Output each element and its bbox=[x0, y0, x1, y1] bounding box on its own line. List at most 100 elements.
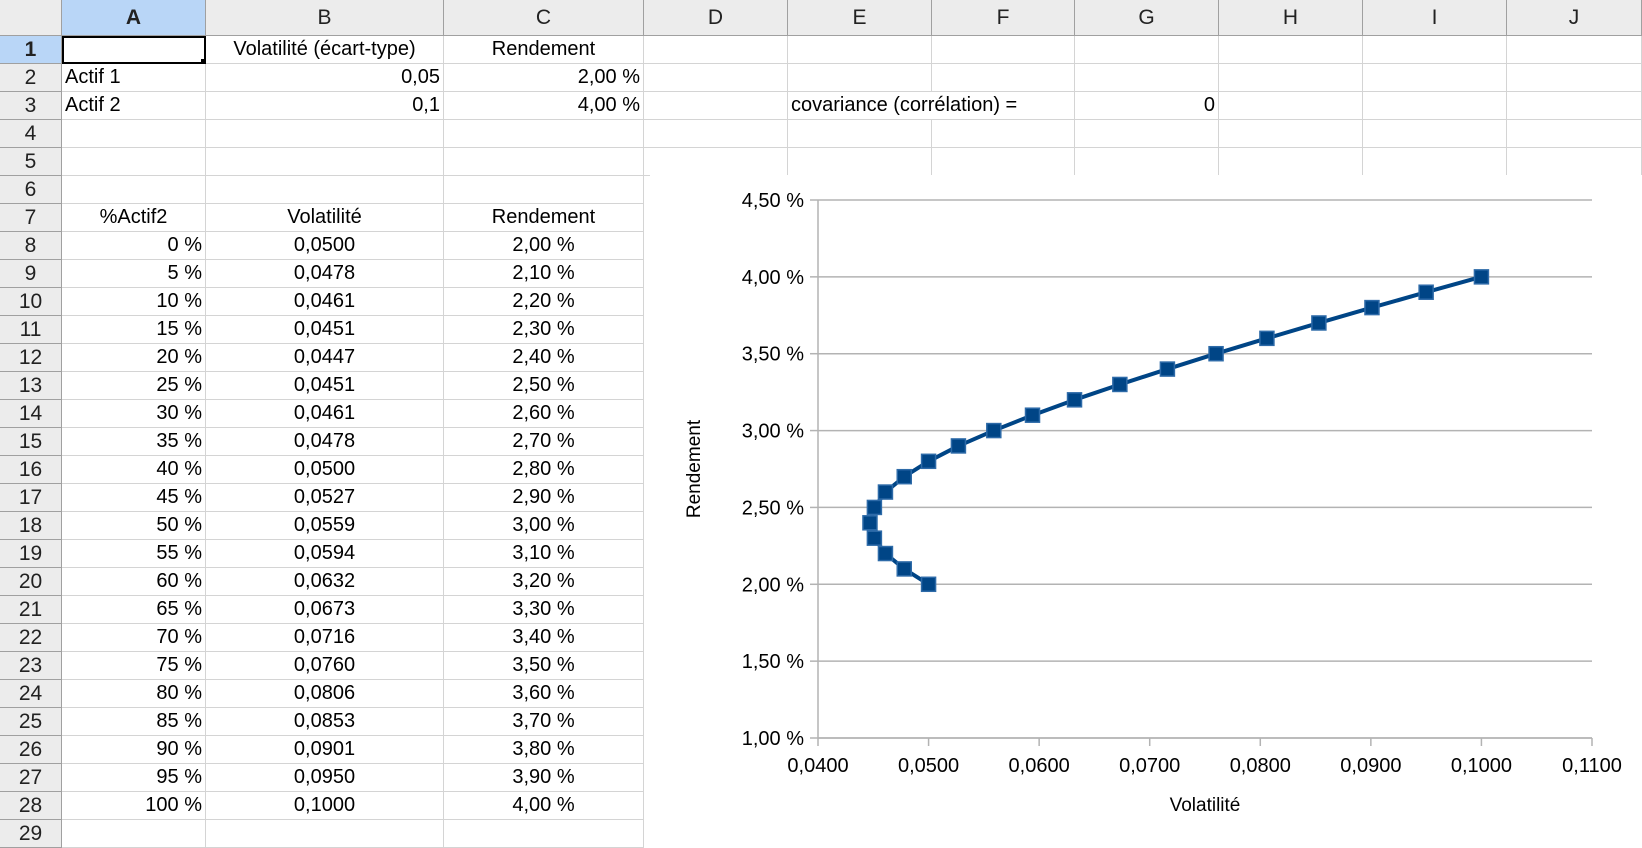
column-header-f[interactable]: F bbox=[932, 0, 1075, 36]
row-header-17[interactable]: 17 bbox=[0, 484, 62, 512]
cell[interactable] bbox=[932, 64, 1075, 92]
row-header-12[interactable]: 12 bbox=[0, 344, 62, 372]
cell[interactable] bbox=[1075, 120, 1219, 148]
portfolio-volatility[interactable]: 0,0673 bbox=[206, 596, 444, 624]
header-weight-asset2[interactable]: %Actif2 bbox=[62, 204, 206, 232]
portfolio-return[interactable]: 2,60 % bbox=[444, 400, 644, 428]
portfolio-volatility[interactable]: 0,0559 bbox=[206, 512, 444, 540]
cell[interactable] bbox=[62, 148, 206, 176]
portfolio-volatility[interactable]: 0,0632 bbox=[206, 568, 444, 596]
portfolio-volatility[interactable]: 0,0527 bbox=[206, 484, 444, 512]
cell[interactable] bbox=[1363, 148, 1507, 176]
portfolio-return[interactable]: 3,80 % bbox=[444, 736, 644, 764]
asset-name[interactable]: Actif 1 bbox=[62, 64, 206, 92]
portfolio-return[interactable]: 2,30 % bbox=[444, 316, 644, 344]
covariance-label[interactable]: covariance (corrélation) = bbox=[788, 92, 1075, 120]
cell[interactable] bbox=[444, 120, 644, 148]
row-header-28[interactable]: 28 bbox=[0, 792, 62, 820]
portfolio-volatility[interactable]: 0,0594 bbox=[206, 540, 444, 568]
row-header-15[interactable]: 15 bbox=[0, 428, 62, 456]
cell[interactable] bbox=[1075, 148, 1219, 176]
row-header-1[interactable]: 1 bbox=[0, 36, 62, 64]
asset-return[interactable]: 2,00 % bbox=[444, 64, 644, 92]
column-header-g[interactable]: G bbox=[1075, 0, 1219, 36]
column-header-a[interactable]: A bbox=[62, 0, 206, 36]
asset-volatility[interactable]: 0,05 bbox=[206, 64, 444, 92]
portfolio-weight[interactable]: 65 % bbox=[62, 596, 206, 624]
row-header-5[interactable]: 5 bbox=[0, 148, 62, 176]
cell[interactable] bbox=[644, 36, 788, 64]
row-header-14[interactable]: 14 bbox=[0, 400, 62, 428]
header-portfolio-volatility[interactable]: Volatilité bbox=[206, 204, 444, 232]
portfolio-weight[interactable]: 0 % bbox=[62, 232, 206, 260]
portfolio-volatility[interactable]: 0,0500 bbox=[206, 232, 444, 260]
cell[interactable] bbox=[206, 148, 444, 176]
cell[interactable] bbox=[1075, 64, 1219, 92]
chart[interactable]: 1,00 % 1,50 % 2,00 % 2,50 % 3,00 % 3,50 % 4,00… bbox=[650, 175, 1642, 834]
portfolio-return[interactable]: 3,70 % bbox=[444, 708, 644, 736]
cell[interactable] bbox=[62, 820, 206, 848]
portfolio-volatility[interactable]: 0,0451 bbox=[206, 316, 444, 344]
portfolio-return[interactable]: 2,50 % bbox=[444, 372, 644, 400]
portfolio-return[interactable]: 3,50 % bbox=[444, 652, 644, 680]
covariance-value[interactable]: 0 bbox=[1075, 92, 1219, 120]
portfolio-return[interactable]: 2,00 % bbox=[444, 232, 644, 260]
portfolio-return[interactable]: 3,60 % bbox=[444, 680, 644, 708]
cell[interactable] bbox=[644, 148, 788, 176]
cell[interactable] bbox=[206, 176, 444, 204]
cell[interactable] bbox=[1219, 120, 1363, 148]
portfolio-return[interactable]: 3,90 % bbox=[444, 764, 644, 792]
selected-cell-a1[interactable] bbox=[62, 36, 206, 64]
portfolio-return[interactable]: 4,00 % bbox=[444, 792, 644, 820]
cell[interactable] bbox=[62, 120, 206, 148]
portfolio-return[interactable]: 3,30 % bbox=[444, 596, 644, 624]
cell[interactable] bbox=[1507, 92, 1642, 120]
row-header-27[interactable]: 27 bbox=[0, 764, 62, 792]
portfolio-weight[interactable]: 70 % bbox=[62, 624, 206, 652]
row-header-7[interactable]: 7 bbox=[0, 204, 62, 232]
cell[interactable] bbox=[1219, 64, 1363, 92]
cell[interactable] bbox=[1219, 148, 1363, 176]
column-header-d[interactable]: D bbox=[644, 0, 788, 36]
cell[interactable] bbox=[1507, 120, 1642, 148]
cell[interactable] bbox=[1363, 92, 1507, 120]
portfolio-weight[interactable]: 50 % bbox=[62, 512, 206, 540]
row-header-24[interactable]: 24 bbox=[0, 680, 62, 708]
portfolio-volatility[interactable]: 0,1000 bbox=[206, 792, 444, 820]
cell[interactable] bbox=[644, 64, 788, 92]
portfolio-weight[interactable]: 100 % bbox=[62, 792, 206, 820]
cell[interactable] bbox=[644, 92, 788, 120]
portfolio-weight[interactable]: 35 % bbox=[62, 428, 206, 456]
row-header-4[interactable]: 4 bbox=[0, 120, 62, 148]
portfolio-weight[interactable]: 60 % bbox=[62, 568, 206, 596]
row-header-13[interactable]: 13 bbox=[0, 372, 62, 400]
portfolio-volatility[interactable]: 0,0901 bbox=[206, 736, 444, 764]
portfolio-weight[interactable]: 5 % bbox=[62, 260, 206, 288]
portfolio-weight[interactable]: 75 % bbox=[62, 652, 206, 680]
portfolio-weight[interactable]: 25 % bbox=[62, 372, 206, 400]
cell[interactable] bbox=[644, 120, 788, 148]
row-header-2[interactable]: 2 bbox=[0, 64, 62, 92]
cell[interactable] bbox=[444, 820, 644, 848]
column-header-b[interactable]: B bbox=[206, 0, 444, 36]
portfolio-volatility[interactable]: 0,0478 bbox=[206, 260, 444, 288]
fill-handle[interactable] bbox=[201, 59, 208, 66]
row-header-16[interactable]: 16 bbox=[0, 456, 62, 484]
portfolio-volatility[interactable]: 0,0760 bbox=[206, 652, 444, 680]
asset-name[interactable]: Actif 2 bbox=[62, 92, 206, 120]
cell[interactable] bbox=[444, 176, 644, 204]
portfolio-volatility[interactable]: 0,0950 bbox=[206, 764, 444, 792]
portfolio-weight[interactable]: 40 % bbox=[62, 456, 206, 484]
column-header-h[interactable]: H bbox=[1219, 0, 1363, 36]
portfolio-return[interactable]: 2,10 % bbox=[444, 260, 644, 288]
portfolio-volatility[interactable]: 0,0478 bbox=[206, 428, 444, 456]
portfolio-weight[interactable]: 20 % bbox=[62, 344, 206, 372]
portfolio-weight[interactable]: 85 % bbox=[62, 708, 206, 736]
row-header-6[interactable]: 6 bbox=[0, 176, 62, 204]
cell[interactable] bbox=[932, 36, 1075, 64]
column-header-i[interactable]: I bbox=[1363, 0, 1507, 36]
cell[interactable] bbox=[1363, 36, 1507, 64]
cell[interactable] bbox=[1363, 120, 1507, 148]
header-return[interactable]: Rendement bbox=[444, 36, 644, 64]
portfolio-return[interactable]: 2,70 % bbox=[444, 428, 644, 456]
